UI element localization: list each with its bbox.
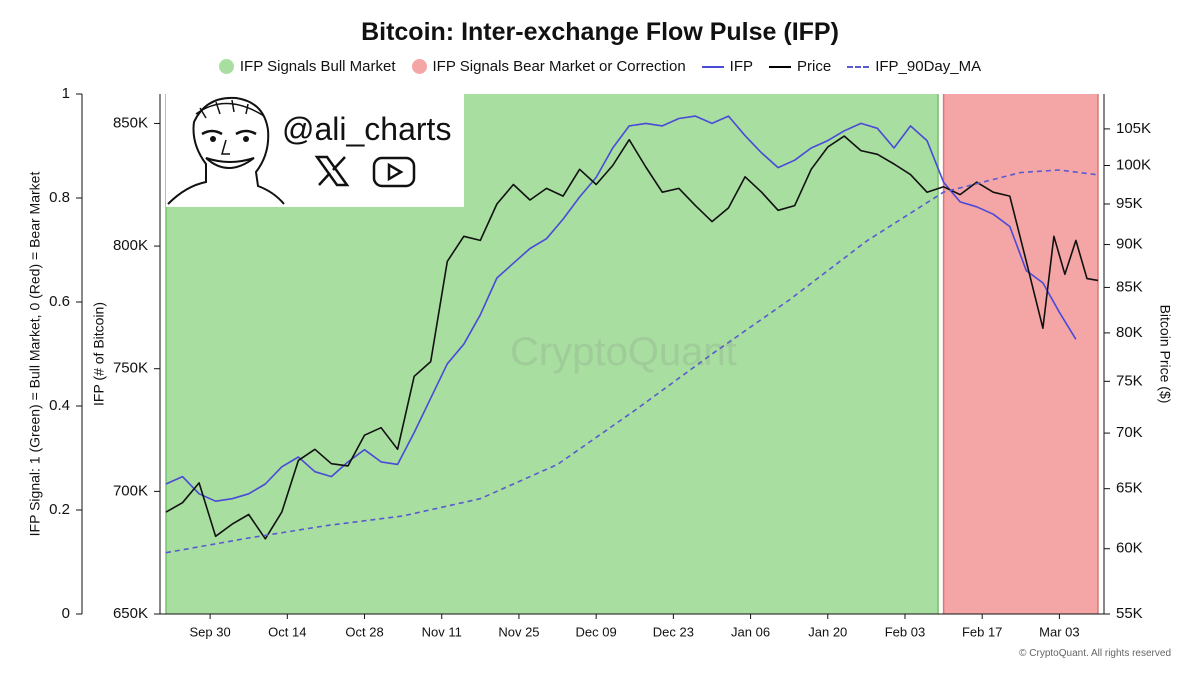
youtube-icon[interactable] xyxy=(372,156,416,188)
signal-tick-label: 1 xyxy=(62,85,70,102)
price-tick-label: 60K xyxy=(1116,540,1143,557)
series-line-ifp xyxy=(165,115,1077,503)
x-tick-label: Feb 03 xyxy=(885,624,925,639)
ifp-tick-label: 800K xyxy=(113,237,148,254)
cartoon-face-icon xyxy=(167,96,285,205)
legend-item-bear[interactable]: IFP Signals Bear Market or Correction xyxy=(411,58,686,75)
legend-swatch-bull xyxy=(218,59,234,74)
ifp-axis-title: IFP (# of Bitcoin) xyxy=(91,302,107,406)
x-tick-label: Nov 11 xyxy=(422,624,462,639)
ifp-tick-label: 700K xyxy=(113,482,148,499)
price-tick-label: 95K xyxy=(1116,195,1143,212)
x-tick-label: Feb 17 xyxy=(962,624,1002,639)
ifp-tick-label: 750K xyxy=(113,360,148,377)
x-tick-label: Sep 30 xyxy=(190,624,231,639)
branding-box xyxy=(166,94,464,207)
signal-tick-label: 0 xyxy=(62,605,70,622)
price-tick-label: 105K xyxy=(1116,120,1151,137)
ifp-tick-label: 650K xyxy=(113,605,148,622)
price-tick-label: 90K xyxy=(1116,236,1143,253)
price-tick-label: 75K xyxy=(1116,372,1143,389)
legend-label-ma: IFP_90Day_MA xyxy=(875,58,982,75)
price-tick-label: 65K xyxy=(1116,480,1143,497)
chart-title: Bitcoin: Inter-exchange Flow Pulse (IFP) xyxy=(361,18,839,46)
author-handle: @ali_charts xyxy=(282,111,452,147)
x-tick-label: Oct 14 xyxy=(268,624,306,639)
x-tick-label: Jan 06 xyxy=(731,624,770,639)
price-tick-label: 55K xyxy=(1116,605,1143,622)
x-tick-label: Dec 09 xyxy=(576,624,617,639)
legend-item-ma[interactable]: IFP_90Day_MA xyxy=(847,58,981,75)
signal-tick-label: 0.6 xyxy=(49,293,70,310)
legend-item-price[interactable]: Price xyxy=(769,58,831,75)
x-logo-icon[interactable] xyxy=(314,154,350,188)
signal-tick-label: 0.2 xyxy=(49,501,70,518)
legend-label-ifp: IFP xyxy=(729,58,754,75)
watermark: CryptoQuant xyxy=(510,330,737,374)
price-tick-label: 70K xyxy=(1116,424,1143,441)
price-tick-label: 100K xyxy=(1116,156,1151,173)
legend-label-bull: IFP Signals Bull Market xyxy=(239,58,396,75)
legend-label-bear: IFP Signals Bear Market or Correction xyxy=(432,58,686,75)
legend: IFP Signals Bull Market IFP Signals Bear… xyxy=(0,58,1200,75)
x-tick-label: Oct 28 xyxy=(345,624,383,639)
price-tick-label: 80K xyxy=(1116,324,1143,341)
series-line-price xyxy=(165,135,1099,540)
ifp-tick-label: 850K xyxy=(113,114,148,131)
legend-swatch-ma xyxy=(847,65,870,68)
signal-tick-label: 0.4 xyxy=(49,397,70,414)
legend-item-ifp[interactable]: IFP xyxy=(701,58,754,75)
x-tick-label: Nov 25 xyxy=(498,624,539,639)
copyright-text: © CryptoQuant. All rights reserved xyxy=(1019,648,1171,659)
series-line-ifp-90day-ma xyxy=(165,169,1099,554)
legend-item-bull[interactable]: IFP Signals Bull Market xyxy=(218,58,396,75)
x-tick-label: Dec 23 xyxy=(653,624,694,639)
x-tick-label: Jan 20 xyxy=(808,624,847,639)
legend-label-price: Price xyxy=(797,58,832,75)
signal-axis-title: IFP Signal: 1 (Green) = Bull Market, 0 (… xyxy=(27,172,43,537)
signal-tick-label: 0.8 xyxy=(49,189,70,206)
price-axis-title: Bitcoin Price ($) xyxy=(1157,305,1173,404)
legend-swatch-ifp xyxy=(701,65,724,68)
legend-swatch-bear xyxy=(411,59,427,74)
signal-region-bear xyxy=(943,94,1098,614)
x-tick-label: Mar 03 xyxy=(1039,624,1079,639)
price-tick-label: 85K xyxy=(1116,278,1143,295)
legend-swatch-price xyxy=(769,65,792,68)
